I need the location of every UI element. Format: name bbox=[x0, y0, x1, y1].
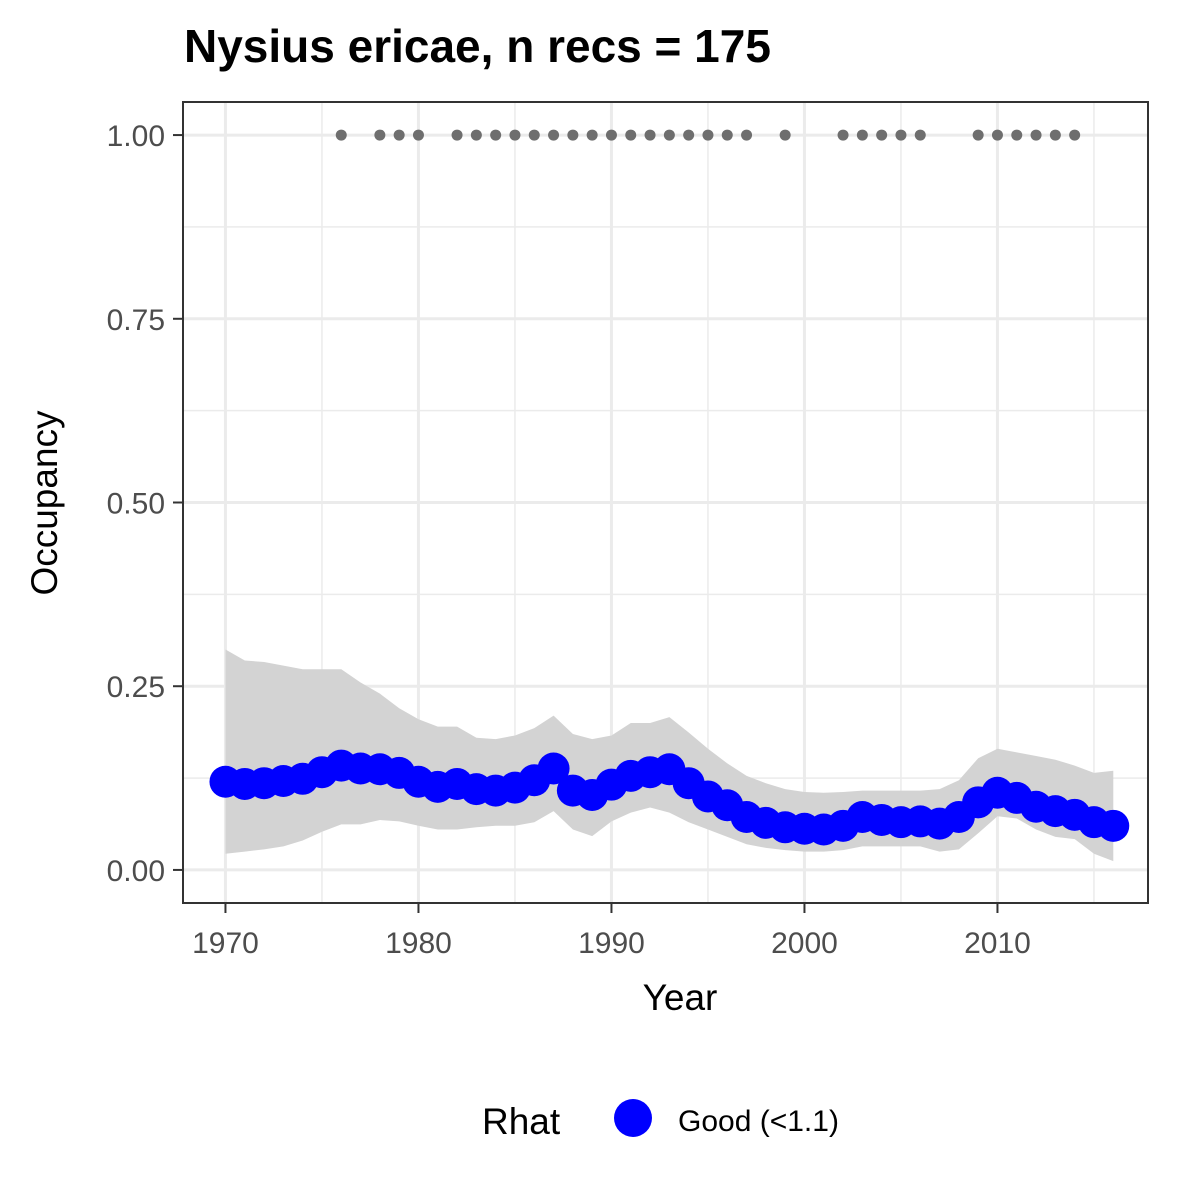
record-point bbox=[837, 129, 849, 141]
record-point bbox=[741, 129, 753, 141]
record-point bbox=[914, 129, 926, 141]
x-axis: 1970 1980 1990 2000 2010 bbox=[192, 903, 1031, 960]
record-point bbox=[779, 129, 791, 141]
records-layer bbox=[335, 129, 1081, 141]
record-point bbox=[644, 129, 656, 141]
occupancy-point bbox=[1097, 809, 1130, 842]
record-point bbox=[663, 129, 675, 141]
record-point bbox=[702, 129, 714, 141]
record-point bbox=[567, 129, 579, 141]
record-point bbox=[586, 129, 598, 141]
record-point bbox=[683, 129, 695, 141]
record-point bbox=[876, 129, 888, 141]
record-point bbox=[856, 129, 868, 141]
record-point bbox=[412, 129, 424, 141]
record-point bbox=[1069, 129, 1081, 141]
y-tick-label: 1.00 bbox=[107, 120, 165, 153]
record-point bbox=[528, 129, 540, 141]
record-point bbox=[1011, 129, 1023, 141]
record-point bbox=[451, 129, 463, 141]
x-tick-label: 1980 bbox=[385, 927, 452, 960]
x-tick-label: 2000 bbox=[771, 927, 838, 960]
legend-key-good bbox=[614, 1099, 652, 1137]
occupancy-points-layer bbox=[209, 749, 1130, 846]
y-axis: 0.00 0.25 0.50 0.75 1.00 bbox=[107, 120, 183, 888]
x-tick-label: 1990 bbox=[578, 927, 645, 960]
record-point bbox=[1049, 129, 1061, 141]
record-point bbox=[374, 129, 386, 141]
x-tick-label: 1970 bbox=[192, 927, 259, 960]
y-axis-title: Occupancy bbox=[24, 410, 65, 596]
chart-title: Nysius ericae, n recs = 175 bbox=[184, 20, 771, 72]
record-point bbox=[393, 129, 405, 141]
record-point bbox=[509, 129, 521, 141]
y-tick-label: 0.75 bbox=[107, 304, 165, 337]
record-point bbox=[470, 129, 482, 141]
occupancy-point bbox=[537, 752, 570, 785]
record-point bbox=[548, 129, 560, 141]
record-point bbox=[605, 129, 617, 141]
legend-label-good: Good (<1.1) bbox=[678, 1105, 839, 1138]
record-point bbox=[991, 129, 1003, 141]
record-point bbox=[625, 129, 637, 141]
y-tick-label: 0.00 bbox=[107, 855, 165, 888]
y-tick-label: 0.25 bbox=[107, 671, 165, 704]
legend-title: Rhat bbox=[482, 1101, 561, 1142]
record-point bbox=[721, 129, 733, 141]
record-point bbox=[335, 129, 347, 141]
record-point bbox=[1030, 129, 1042, 141]
record-point bbox=[972, 129, 984, 141]
x-tick-label: 2010 bbox=[964, 927, 1031, 960]
record-point bbox=[895, 129, 907, 141]
x-axis-title: Year bbox=[643, 977, 718, 1018]
legend: Rhat Good (<1.1) bbox=[482, 1099, 839, 1142]
y-tick-label: 0.50 bbox=[107, 488, 165, 521]
record-point bbox=[490, 129, 502, 141]
